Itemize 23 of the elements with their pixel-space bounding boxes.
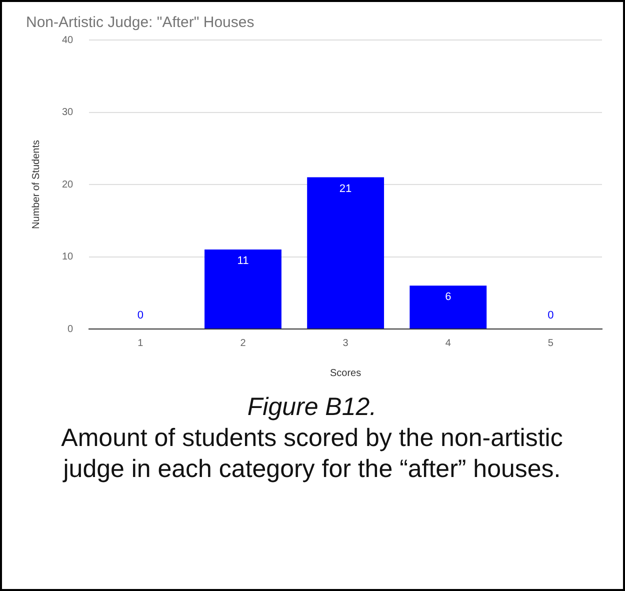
x-tick-label: 2 — [240, 338, 246, 349]
data-label: 0 — [548, 310, 554, 322]
data-label: 11 — [237, 255, 249, 268]
x-tick-label: 3 — [342, 338, 349, 349]
y-tick-label: 10 — [62, 252, 74, 262]
bar — [410, 286, 487, 328]
y-axis-title: Number of Students — [30, 140, 42, 229]
x-tick-label: 4 — [445, 338, 452, 349]
data-label: 21 — [339, 182, 352, 195]
text: Amount of students scored by the non-artistic judge in each category for the “after” houses. — [60, 423, 564, 485]
data-label: 0 — [137, 310, 144, 322]
data-label: 6 — [445, 291, 452, 304]
x-axis-title: Scores — [330, 368, 362, 379]
y-tick-label: 0 — [68, 324, 74, 335]
y-tick-label: 40 — [62, 34, 74, 46]
chart-title: Non-Artistic Judge: "After" Houses — [26, 14, 254, 32]
bar — [307, 177, 384, 328]
caption: Figure B12. — [246, 392, 378, 423]
x-tick-label: 1 — [138, 338, 144, 349]
x-tick-label: 5 — [548, 338, 554, 349]
y-tick-label: 30 — [62, 107, 74, 118]
y-tick-label: 20 — [62, 179, 74, 190]
bar — [204, 250, 282, 328]
